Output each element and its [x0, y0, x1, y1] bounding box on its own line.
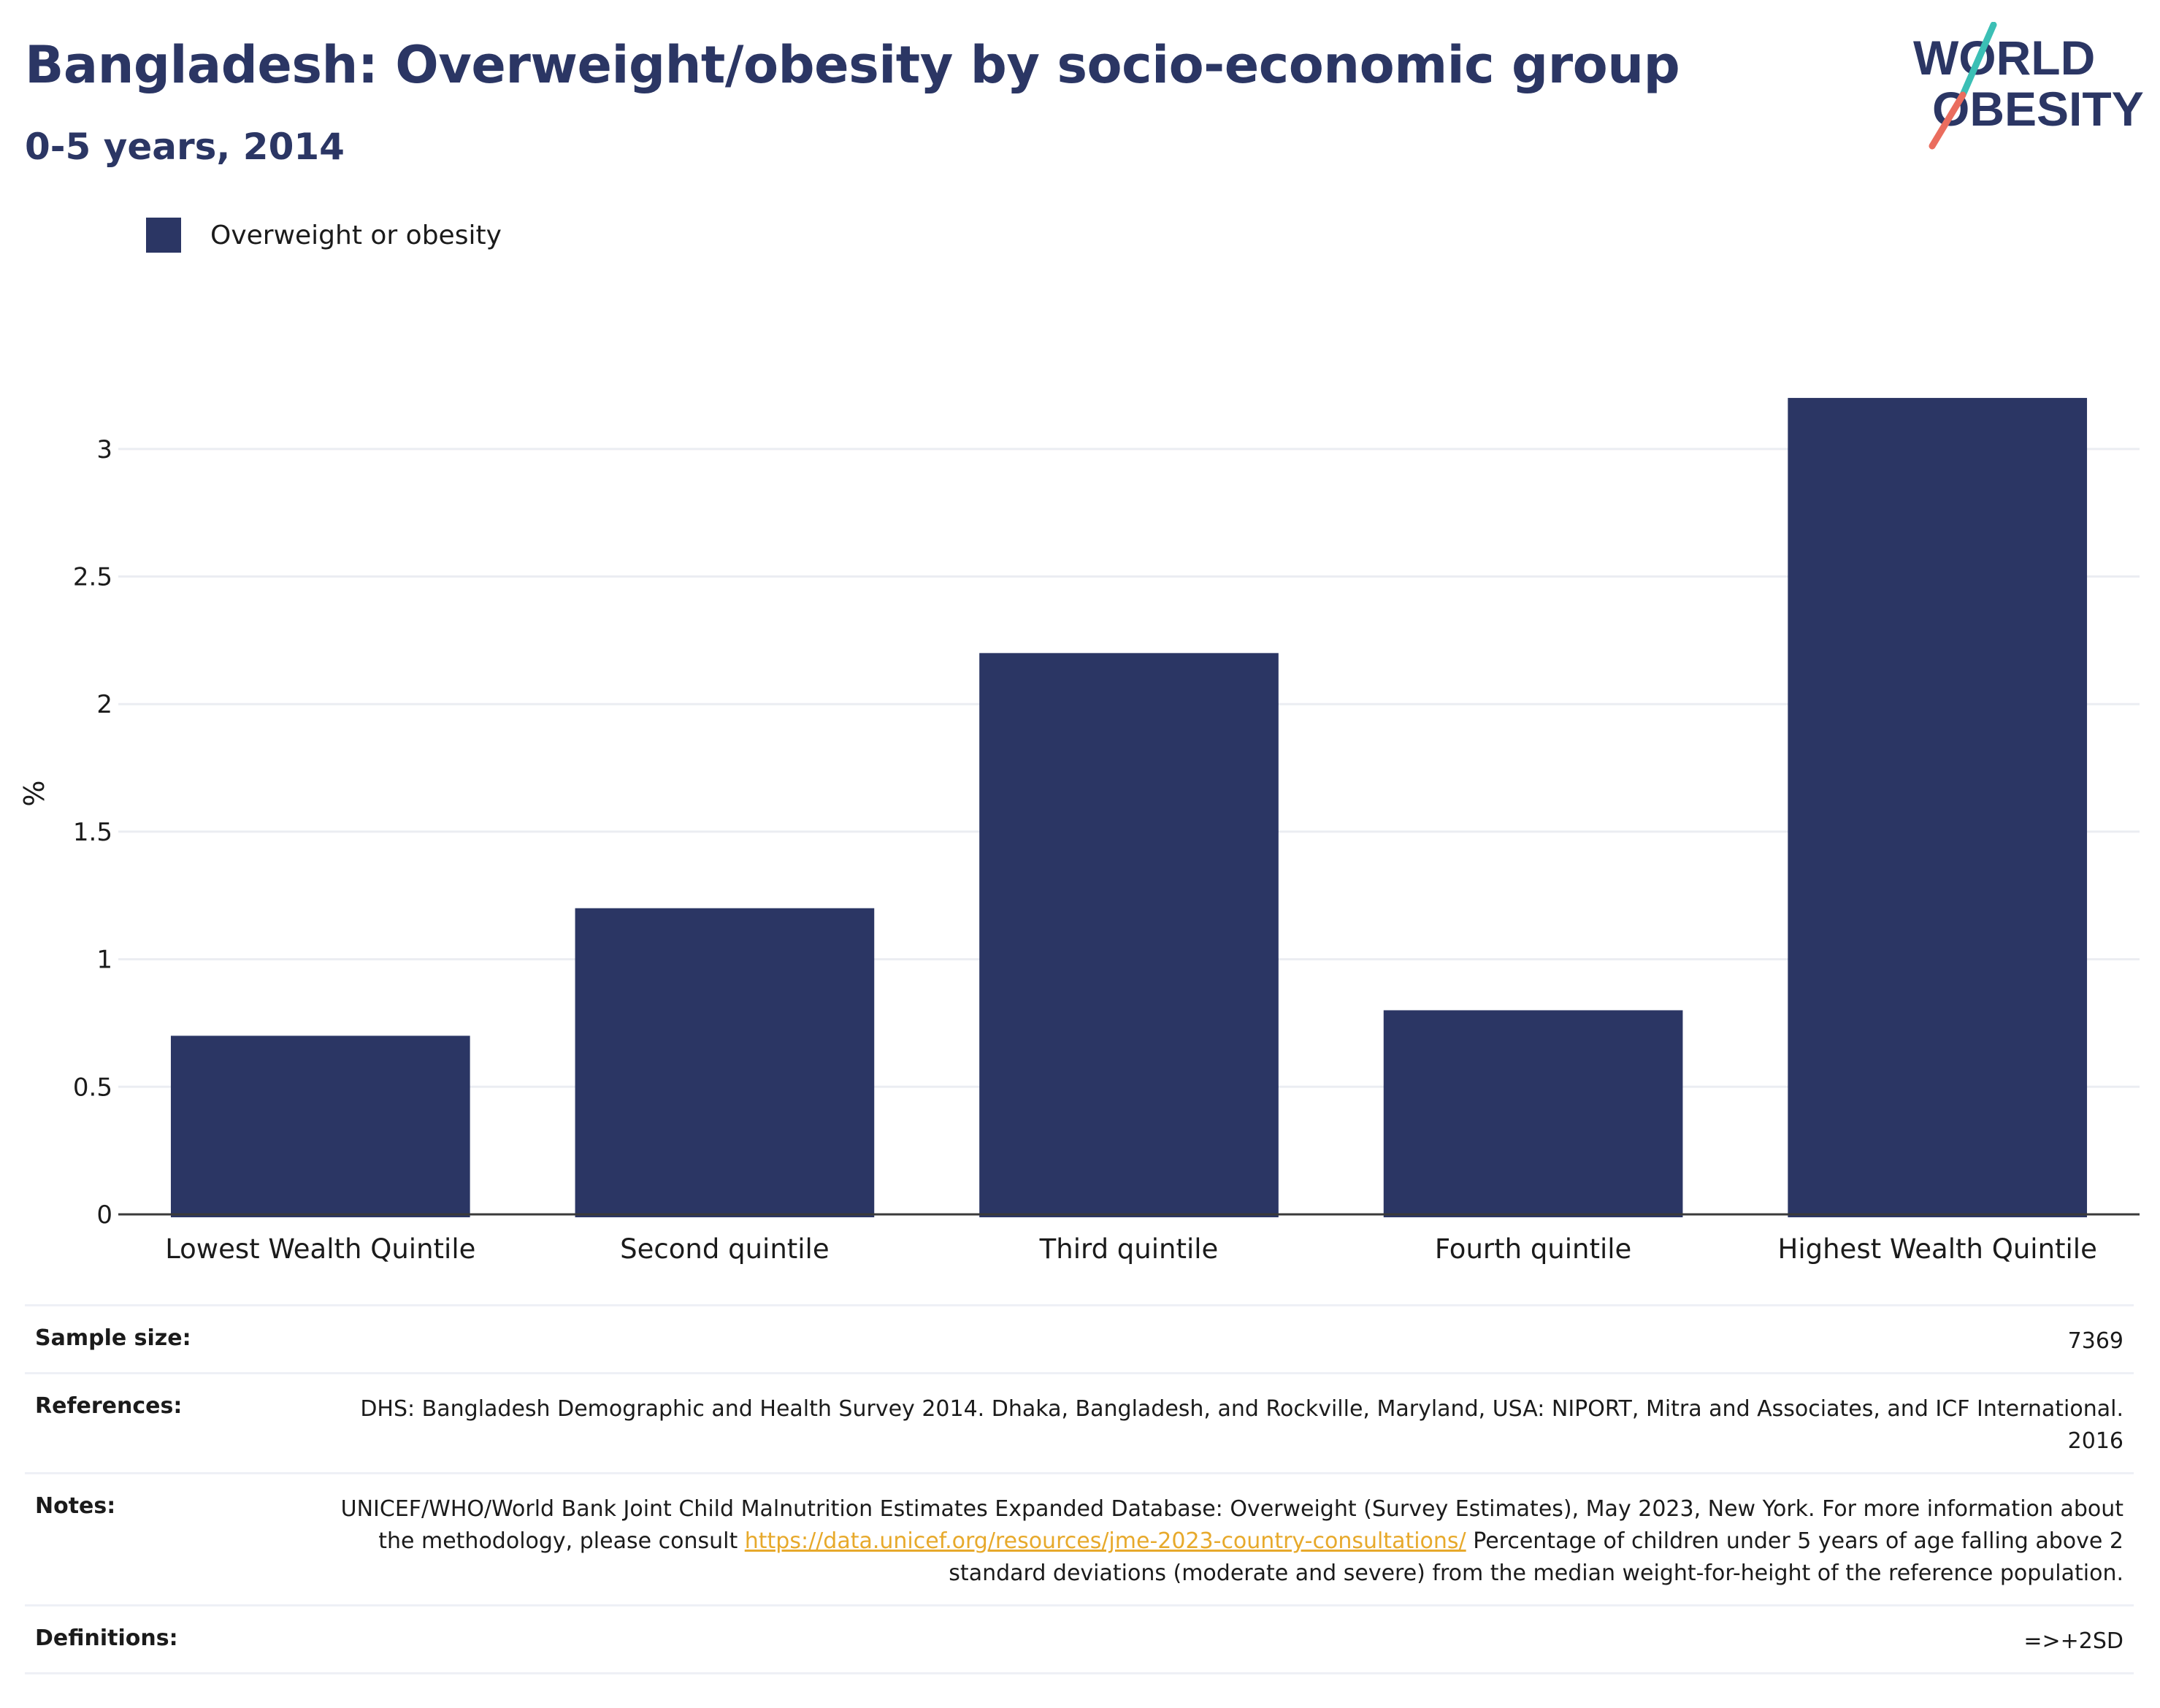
y-tick-label: 1	[96, 946, 112, 975]
notes-key: Notes:	[35, 1493, 116, 1519]
chart-subtitle: 0-5 years, 2014	[25, 126, 345, 168]
logo-slash-teal	[1959, 22, 1997, 99]
notes-text-after: Percentage of children under 5 years of …	[949, 1528, 2123, 1586]
y-tick-label: 1.5	[73, 818, 112, 847]
notes-value: UNICEF/WHO/World Bank Joint Child Malnut…	[298, 1493, 2123, 1590]
logo-text-world: WORLD	[1913, 31, 2095, 85]
y-tick-label: 2	[96, 690, 112, 719]
definitions-value: =>+2SD	[2023, 1628, 2123, 1654]
y-tick-label: 0.5	[73, 1073, 112, 1102]
notes-text-before: UNICEF/WHO/World Bank Joint Child Malnut…	[340, 1496, 2123, 1554]
bar	[979, 653, 1279, 1217]
definitions-key: Definitions:	[35, 1625, 178, 1651]
notes-link[interactable]: https://data.unicef.org/resources/jme-20…	[744, 1528, 1466, 1554]
x-tick-label: Highest Wealth Quintile	[1778, 1233, 2097, 1265]
y-tick-label: 3	[96, 435, 112, 464]
bar-chart: 0 0.5 1 1.5 2 2.5 3 Lowest Wealth Quintile Seco…	[18, 397, 2140, 1265]
x-tick-label: Third quintile	[1039, 1233, 1219, 1265]
bar	[170, 1035, 470, 1217]
x-tick-label: Second quintile	[620, 1233, 829, 1265]
bar	[1383, 1010, 1683, 1217]
logo-slash-coral	[1929, 91, 1966, 150]
legend[interactable]: Overweight or obesity	[146, 218, 502, 253]
notes-row: Notes: UNICEF/WHO/World Bank Joint Child…	[25, 1474, 2134, 1606]
y-tick-label: 2.5	[73, 563, 112, 592]
sample-size-row: Sample size: 7369	[25, 1306, 2134, 1374]
y-axis-title: %	[18, 780, 50, 806]
x-tick-label: Fourth quintile	[1435, 1233, 1631, 1265]
legend-label: Overweight or obesity	[210, 220, 502, 250]
y-tick-labels: 0 0.5 1 1.5 2 2.5 3	[73, 435, 112, 1230]
x-tick-labels: Lowest Wealth Quintile Second quintile Thi…	[165, 1233, 2097, 1265]
info-table: Sample size: 7369 References: DHS: Bangl…	[25, 1304, 2134, 1674]
chart-title: Bangladesh: Overweight/obesity by socio-…	[25, 35, 1680, 95]
references-value: DHS: Bangladesh Demographic and Health S…	[360, 1396, 2123, 1454]
sample-size-value: 7369	[2067, 1328, 2123, 1354]
definitions-row: Definitions: =>+2SD	[25, 1606, 2134, 1674]
x-tick-label: Lowest Wealth Quintile	[165, 1233, 475, 1265]
references-key: References:	[35, 1393, 183, 1419]
world-obesity-logo: WORLD OBESITY	[1913, 22, 2144, 150]
sample-size-key: Sample size:	[35, 1325, 191, 1351]
legend-swatch	[146, 218, 181, 253]
references-row: References: DHS: Bangladesh Demographic …	[25, 1374, 2134, 1474]
y-tick-label: 0	[96, 1200, 112, 1230]
bar	[575, 908, 875, 1217]
bar	[1788, 397, 2088, 1217]
bars	[170, 397, 2088, 1217]
